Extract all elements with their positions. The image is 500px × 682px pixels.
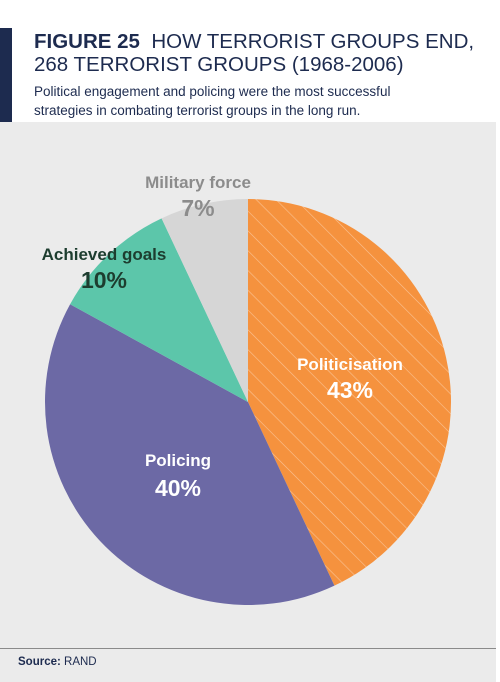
source-label: Source:: [18, 656, 61, 668]
source-value: RAND: [64, 656, 97, 668]
slice-value-politicisation: 43%: [327, 377, 373, 403]
slice-value-military-force: 7%: [181, 195, 214, 221]
pie-slice-policing: [44, 304, 335, 606]
slice-label-policing: Policing: [145, 451, 211, 470]
pie-chart: Politicisation 43% Policing 40% Achieved goa…: [42, 173, 451, 606]
slice-value-policing: 40%: [155, 475, 201, 501]
pie-chart-area: Politicisation 43% Policing 40% Achieved goa…: [0, 122, 496, 642]
accent-bar: [0, 28, 12, 122]
pie-slice-politicisation: [248, 199, 451, 586]
slice-label-achieved-goals: Achieved goals: [42, 245, 167, 264]
subtitle-line1: Political engagement and policing were t…: [34, 84, 391, 99]
figure-title-line2: 268 TERRORIST GROUPS (1968-2006): [34, 53, 404, 76]
figure-title: FIGURE 25 HOW TERRORIST GROUPS END, 268 …: [34, 30, 484, 76]
pie-slice-achieved-goals: [70, 218, 248, 402]
subtitle-line2: strategies in combating terrorist groups…: [34, 103, 361, 118]
source-divider: [0, 648, 496, 649]
figure-header: FIGURE 25 HOW TERRORIST GROUPS END, 268 …: [0, 0, 496, 122]
figure-title-line1: HOW TERRORIST GROUPS END,: [151, 30, 475, 53]
source-note: Source: RAND: [18, 656, 97, 668]
pie-slice-military-force: [161, 199, 248, 402]
figure-subtitle: Political engagement and policing were t…: [34, 82, 484, 120]
slice-label-politicisation: Politicisation: [297, 355, 403, 374]
figure-label: FIGURE 25: [34, 30, 140, 53]
slice-label-military-force: Military force: [145, 173, 251, 192]
slice-value-achieved-goals: 10%: [81, 267, 127, 293]
